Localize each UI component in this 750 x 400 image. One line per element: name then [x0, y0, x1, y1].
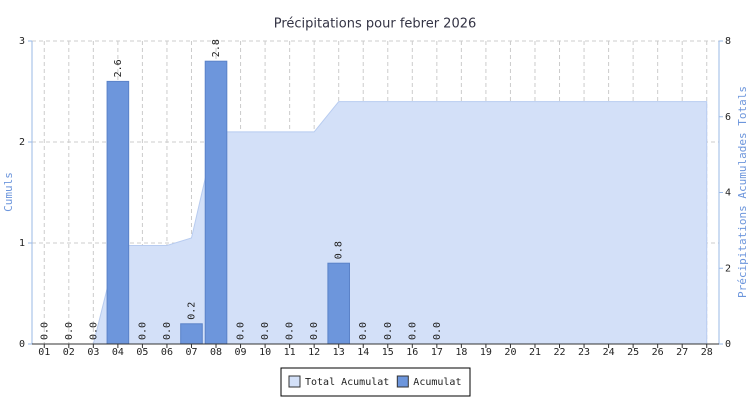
x-tick-label: 24	[603, 347, 615, 358]
value-label: 0.0	[309, 322, 320, 340]
y2-tick-label: 4	[725, 188, 731, 199]
bar	[180, 323, 203, 345]
x-tick-label: 15	[382, 347, 394, 358]
x-tick-label: 13	[333, 347, 345, 358]
x-tick-label: 05	[136, 347, 148, 358]
bar	[106, 80, 130, 345]
value-label: 0.0	[39, 322, 50, 340]
y2-axis-label: Précipitations Acumulades Totals	[736, 86, 749, 298]
y-tick-label: 2	[19, 137, 25, 148]
x-tick-label: 02	[63, 347, 75, 358]
legend-label: Total Acumulat	[305, 377, 389, 388]
y2-tick-label: 2	[725, 263, 731, 274]
value-label: 2.8	[211, 39, 222, 57]
value-label: 0.0	[407, 322, 418, 340]
value-label: 2.6	[113, 59, 124, 77]
legend-swatch	[396, 375, 409, 388]
legend-swatch	[288, 375, 301, 388]
legend-box	[280, 367, 471, 397]
y2-tick-label: 6	[725, 112, 731, 123]
x-tick-label: 09	[235, 347, 247, 358]
x-tick-label: 08	[210, 347, 222, 358]
value-label: 0.8	[334, 241, 345, 259]
value-label: 0.2	[186, 302, 197, 320]
value-label: 0.0	[236, 322, 247, 340]
x-tick-label: 27	[676, 347, 688, 358]
x-tick-label: 16	[406, 347, 418, 358]
y2-tick-label: 8	[725, 36, 731, 47]
x-tick-label: 12	[308, 347, 320, 358]
y-tick-label: 1	[19, 238, 25, 249]
x-tick-label: 22	[553, 347, 565, 358]
x-tick-label: 06	[161, 347, 173, 358]
x-tick-label: 01	[38, 347, 50, 358]
x-tick-label: 11	[284, 347, 296, 358]
x-tick-label: 25	[627, 347, 639, 358]
x-tick-label: 17	[431, 347, 443, 358]
y-axis-label: Cumuls	[2, 172, 15, 212]
x-tick-label: 07	[185, 347, 197, 358]
x-tick-label: 20	[504, 347, 516, 358]
x-tick-label: 03	[87, 347, 99, 358]
x-tick-label: 10	[259, 347, 271, 358]
value-label: 0.0	[64, 322, 75, 340]
x-tick-label: 18	[455, 347, 467, 358]
value-label: 0.0	[88, 322, 99, 340]
value-label: 0.0	[137, 322, 148, 340]
x-tick-label: 23	[578, 347, 590, 358]
value-label: 0.0	[383, 322, 394, 340]
value-label: 0.0	[358, 322, 369, 340]
y-tick-label: 3	[19, 36, 25, 47]
chart-title: Précipitations pour febrer 2026	[274, 17, 477, 32]
bar	[204, 60, 228, 345]
x-tick-label: 26	[652, 347, 664, 358]
x-tick-label: 04	[112, 347, 124, 358]
bar	[327, 262, 350, 345]
x-tick-label: 28	[701, 347, 713, 358]
x-tick-label: 21	[529, 347, 541, 358]
y2-tick-label: 0	[725, 339, 731, 350]
x-tick-label: 19	[480, 347, 492, 358]
value-label: 0.0	[432, 322, 443, 340]
value-label: 0.0	[285, 322, 296, 340]
value-label: 0.0	[162, 322, 173, 340]
value-label: 0.0	[260, 322, 271, 340]
legend-label: Acumulat	[413, 377, 461, 388]
y-tick-label: 0	[19, 339, 25, 350]
x-tick-label: 14	[357, 347, 369, 358]
